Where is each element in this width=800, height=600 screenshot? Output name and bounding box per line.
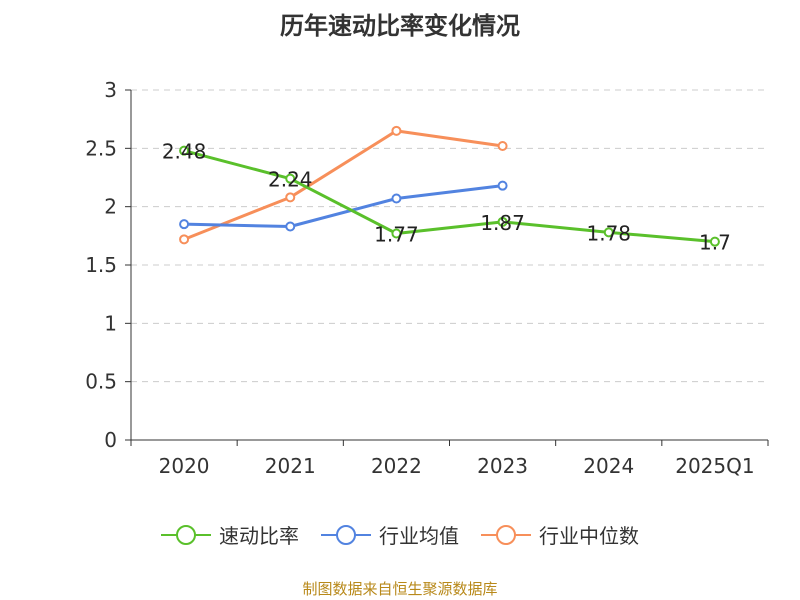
y-tick-label: 3 xyxy=(104,78,117,102)
legend-label: 行业均值 xyxy=(379,524,459,548)
x-tick-label: 2020 xyxy=(159,454,210,478)
data-point xyxy=(497,180,508,191)
data-point xyxy=(179,145,190,156)
y-tick-label: 2 xyxy=(104,195,117,219)
x-tick-label: 2023 xyxy=(477,454,528,478)
y-tick-label: 0 xyxy=(104,428,117,452)
axes: 0 0.5 1 1.5 2 2.5 3 2020 2021 2022 2023 2024 2025Q1 xyxy=(85,78,769,478)
data-point xyxy=(285,192,296,203)
data-point xyxy=(285,221,296,232)
legend-line-circle-icon xyxy=(481,524,531,545)
x-tick-label: 2021 xyxy=(265,454,316,478)
data-point xyxy=(709,236,720,247)
data-label: 1.87 xyxy=(480,211,525,235)
grid-lines xyxy=(131,89,768,383)
series-line-2 xyxy=(183,129,503,241)
data-point xyxy=(391,193,402,204)
legend-item-industry-mean[interactable]: 行业均值 xyxy=(321,520,459,549)
data-point xyxy=(285,173,296,184)
legend-line-circle-icon xyxy=(321,524,371,545)
data-point xyxy=(497,141,508,151)
series-lines xyxy=(179,125,720,247)
x-tick-label: 2025Q1 xyxy=(675,454,754,478)
y-tick-label: 0.5 xyxy=(85,370,117,394)
data-label: 2.24 xyxy=(268,168,313,192)
data-point xyxy=(391,228,402,239)
legend-label: 行业中位数 xyxy=(539,524,639,548)
legend: 速动比率 行业均值 行业中位数 xyxy=(0,520,800,549)
y-tick-label: 2.5 xyxy=(85,136,117,160)
data-point xyxy=(179,219,190,230)
data-label: 2.48 xyxy=(162,140,207,164)
legend-line-circle-icon xyxy=(161,524,211,545)
series-line-0 xyxy=(183,149,716,244)
legend-item-industry-median[interactable]: 行业中位数 xyxy=(481,520,639,549)
x-tick-label: 2022 xyxy=(371,454,422,478)
source-note: 制图数据来自恒生聚源数据库 xyxy=(302,580,498,598)
data-label: 1.77 xyxy=(374,223,419,247)
y-tick-label: 1 xyxy=(104,311,117,335)
data-point xyxy=(603,227,614,238)
data-point xyxy=(497,216,508,227)
data-point xyxy=(391,125,402,136)
chart-title: 历年速动比率变化情况 xyxy=(280,12,520,40)
x-tick-label: 2024 xyxy=(583,454,634,478)
legend-label: 速动比率 xyxy=(219,524,299,548)
data-label: 1.78 xyxy=(586,221,631,245)
data-labels: 2.48 2.24 1.77 1.87 1.78 1.7 xyxy=(162,140,731,255)
legend-item-quick-ratio[interactable]: 速动比率 xyxy=(161,520,299,549)
data-label: 1.7 xyxy=(699,231,731,255)
data-point xyxy=(179,234,190,245)
series-line-1 xyxy=(184,184,503,228)
y-tick-label: 1.5 xyxy=(85,253,117,277)
